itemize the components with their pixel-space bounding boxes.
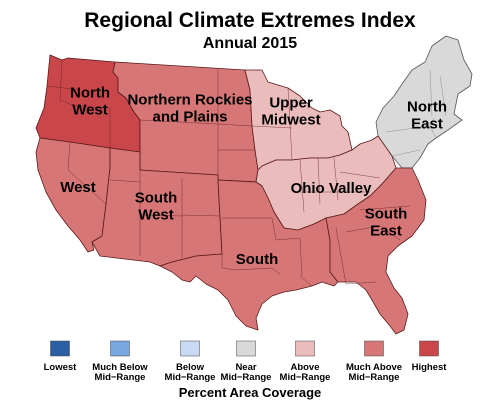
region-label-south: South	[236, 251, 279, 268]
region-label-line: South	[236, 251, 279, 268]
legend-label: Highest	[412, 362, 448, 373]
region-label-line: South	[365, 206, 408, 223]
legend-label-line: Near	[235, 362, 256, 373]
region-shape-south-east[interactable]	[325, 167, 427, 335]
region-label-line: Midwest	[261, 112, 320, 129]
legend-swatch	[236, 340, 256, 357]
legend-label-line: Above	[290, 362, 319, 373]
region-label-south-west: South West	[135, 190, 178, 224]
legend-swatch	[295, 340, 315, 357]
legend-label-line: Much Below	[92, 362, 148, 373]
legend-swatch	[110, 340, 130, 357]
legend-label-line: Lowest	[44, 362, 78, 373]
legend-label: Much Below Mid−Range	[92, 362, 148, 383]
legend-swatch	[50, 340, 70, 357]
region-label-northern-rockies-and-plains: Northern Rockies and Plains	[127, 92, 252, 126]
legend-label-line: Below	[176, 362, 205, 373]
legend-label-line: Mid−Range	[221, 372, 272, 383]
region-shape-north-east[interactable]	[375, 35, 473, 169]
region-label-line: North	[70, 85, 110, 102]
legend-label: Lowest	[44, 362, 78, 373]
region-label-line: and Plains	[152, 109, 227, 126]
legend-item: Much Below Mid−Range	[92, 340, 148, 383]
legend-swatch	[180, 340, 200, 357]
legend-swatch	[419, 340, 439, 357]
regions-layer	[35, 35, 473, 335]
region-label-line: Northern Rockies	[127, 92, 252, 109]
region-label-line: Upper	[269, 95, 313, 112]
legend-item: Above Mid−Range	[280, 340, 331, 383]
legend-label: Near Mid−Range	[221, 362, 272, 383]
region-label-line: East	[370, 223, 402, 240]
region-label-line: North	[407, 99, 447, 116]
legend-label-line: Mid−Range	[349, 372, 400, 383]
legend-label-line: Mid−Range	[95, 372, 146, 383]
legend-item: Highest	[412, 340, 448, 373]
map-subtitle: Annual 2015	[203, 35, 297, 52]
legend-swatch	[364, 340, 384, 357]
legend-item: Near Mid−Range	[221, 340, 272, 383]
legend-item: Lowest	[44, 340, 78, 373]
legend-label-line: Highest	[412, 362, 448, 373]
legend-item: Much Above Mid−Range	[346, 340, 402, 383]
legend-label: Above Mid−Range	[280, 362, 331, 383]
region-label-line: Ohio Valley	[291, 180, 373, 197]
region-label-north-west: North West	[70, 85, 110, 119]
legend-label-line: Mid−Range	[280, 372, 331, 383]
region-label-line: East	[411, 116, 443, 133]
region-label-west: West	[60, 179, 96, 196]
map-title: Regional Climate Extremes Index	[84, 9, 416, 32]
legend-label: Much Above Mid−Range	[346, 362, 402, 383]
legend-label-line: Mid−Range	[165, 372, 216, 383]
legend-label-line: Much Above	[346, 362, 402, 373]
state-boundaries	[46, 59, 447, 287]
region-label-line: West	[72, 102, 108, 119]
legend-label: Below Mid−Range	[165, 362, 216, 383]
legend-title: Percent Area Coverage	[179, 385, 322, 400]
region-label-line: South	[135, 190, 178, 207]
region-label-south-east: South East	[365, 206, 408, 240]
region-label-north-east: North East	[407, 99, 447, 133]
region-label-line: West	[138, 207, 174, 224]
region-shape-south[interactable]	[159, 179, 339, 331]
region-label-line: West	[60, 179, 96, 196]
legend-item: Below Mid−Range	[165, 340, 216, 383]
region-label-ohio-valley: Ohio Valley	[291, 180, 373, 197]
region-label-upper-midwest: Upper Midwest	[261, 95, 320, 129]
